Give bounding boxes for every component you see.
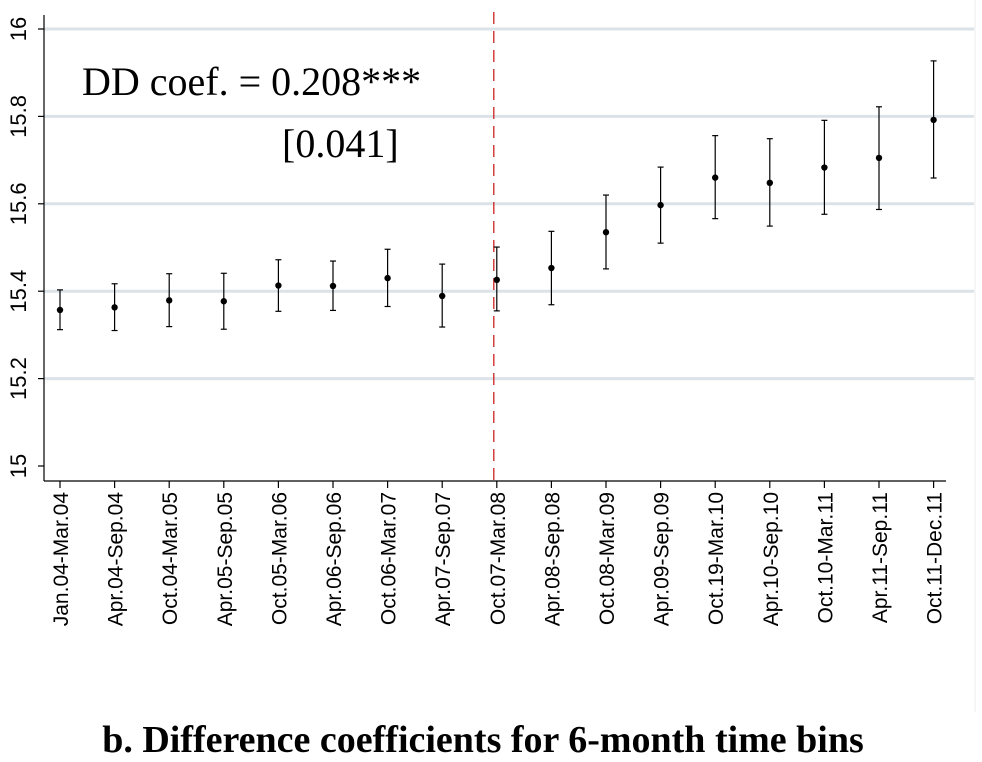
grid-lines [44, 27, 974, 381]
x-tick-label: Oct.06-Mar.07 [378, 492, 401, 625]
data-point [111, 304, 118, 311]
data-point [548, 264, 555, 272]
y-tick-label: 15.8 [6, 95, 31, 138]
data-point [657, 201, 664, 209]
data-point [493, 276, 500, 284]
data-point [329, 282, 337, 290]
y-tick-label: 16 [6, 17, 31, 41]
data-point [821, 164, 828, 171]
data-point [439, 292, 446, 300]
data-marks [56, 60, 937, 332]
y-tick-label: 15.6 [6, 182, 31, 225]
data-point [56, 306, 64, 314]
x-tick-label: Oct.10-Mar.11 [814, 492, 837, 624]
x-tick-label: Apr.04-Sep.04 [105, 492, 128, 627]
annotation-std-error: [0.041] [282, 121, 399, 166]
x-tick-label: Apr.05-Sep.05 [214, 492, 237, 626]
y-tick-label: 15.4 [6, 270, 31, 313]
data-point [275, 282, 282, 289]
y-tick-label: 15.2 [6, 357, 31, 400]
plot-background [0, 0, 982, 712]
x-tick-label: Apr.09-Sep.09 [651, 492, 674, 626]
annotation-dd-coef: DD coef. = 0.208*** [82, 59, 421, 104]
data-point [766, 179, 773, 187]
data-point [220, 298, 227, 305]
x-tick-label: Oct.04-Mar.05 [159, 492, 182, 625]
chart-caption: b. Difference coefficients for 6-month t… [102, 719, 864, 761]
data-point [712, 174, 719, 181]
x-tick-label: Oct.08-Mar.09 [596, 492, 619, 625]
data-point [602, 229, 610, 236]
x-tick-label: Apr.08-Sep.08 [541, 492, 564, 626]
x-tick-label: Apr.07-Sep.07 [432, 492, 455, 626]
x-tick-label: Apr.11-Sep.11 [869, 492, 892, 623]
x-tick-label: Oct.05-Mar.06 [268, 492, 291, 625]
x-tick-label: Apr.10-Sep.10 [760, 492, 783, 626]
x-tick-label: Oct.19-Mar.10 [705, 492, 728, 625]
data-point [384, 274, 391, 282]
x-tick-label: Oct.11-Dec.11 [924, 492, 947, 624]
axes: 15 15.2 15.4 15.6 15.8 16 Jan.04-Mar.04 Apr.04-… [6, 15, 947, 626]
y-tick-label: 15 [6, 454, 31, 478]
x-tick-label: Oct.07-Mar.08 [487, 492, 510, 625]
x-tick-label: Apr.06-Sep.06 [323, 492, 346, 626]
data-point [875, 154, 883, 162]
x-tick-label: Jan.04-Mar.04 [50, 492, 73, 627]
data-point [930, 116, 937, 124]
data-point [166, 297, 173, 304]
